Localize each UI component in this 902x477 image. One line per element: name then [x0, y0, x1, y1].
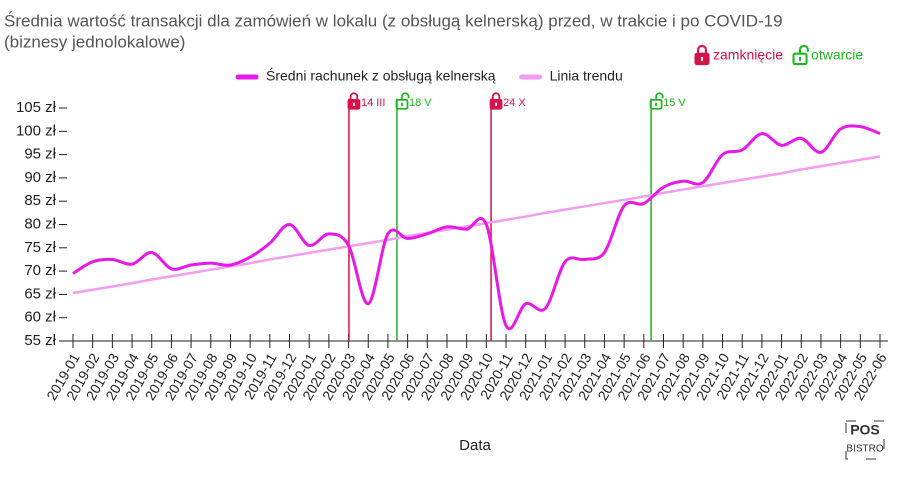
y-tick-label: 75 zł [24, 239, 56, 256]
lock-icon [491, 92, 501, 100]
data-line [72, 124, 881, 331]
event-label: 24 X [503, 97, 526, 109]
chart-title: Średnia wartość transakcji dla zamówień … [4, 11, 783, 30]
y-tick-label: 80 zł [24, 215, 56, 232]
y-tick-label: 95 zł [24, 146, 56, 163]
data-line [72, 155, 881, 295]
legend-label: otwarcie [811, 47, 863, 63]
lock-icon [401, 102, 403, 106]
lock-icon [349, 92, 359, 100]
y-tick-label: 70 zł [24, 262, 56, 279]
event-label: 18 V [409, 97, 432, 109]
chart-title: (biznesy jednolokalowe) [4, 32, 185, 51]
event-label: 14 III [361, 97, 385, 109]
logo: BISTRO [846, 444, 883, 455]
lock-icon [798, 56, 802, 61]
y-tick-label: 85 zł [24, 192, 56, 209]
legend-label: Linia trendu [550, 68, 623, 84]
lock-icon [655, 92, 664, 100]
lock-icon [697, 44, 707, 54]
y-tick-label: 100 zł [16, 122, 57, 139]
y-tick-label: 65 zł [24, 285, 56, 302]
lock-icon [353, 102, 355, 106]
logo: POS [850, 422, 880, 438]
event-label: 15 V [663, 97, 686, 109]
x-axis-label: Data [459, 437, 491, 454]
legend-label: Średni rachunek z obsługą kelnerską [266, 67, 496, 84]
logo-frame [845, 420, 885, 460]
lock-icon [700, 56, 704, 61]
lock-icon [655, 102, 657, 106]
lock-icon [798, 44, 809, 54]
lock-icon [401, 92, 410, 100]
y-tick-label: 55 zł [24, 332, 56, 349]
lock-icon [495, 102, 497, 106]
legend-label: zamknięcie [713, 47, 783, 63]
y-tick-label: 105 zł [16, 99, 57, 116]
y-tick-label: 60 zł [24, 309, 56, 326]
y-tick-label: 90 zł [24, 169, 56, 186]
